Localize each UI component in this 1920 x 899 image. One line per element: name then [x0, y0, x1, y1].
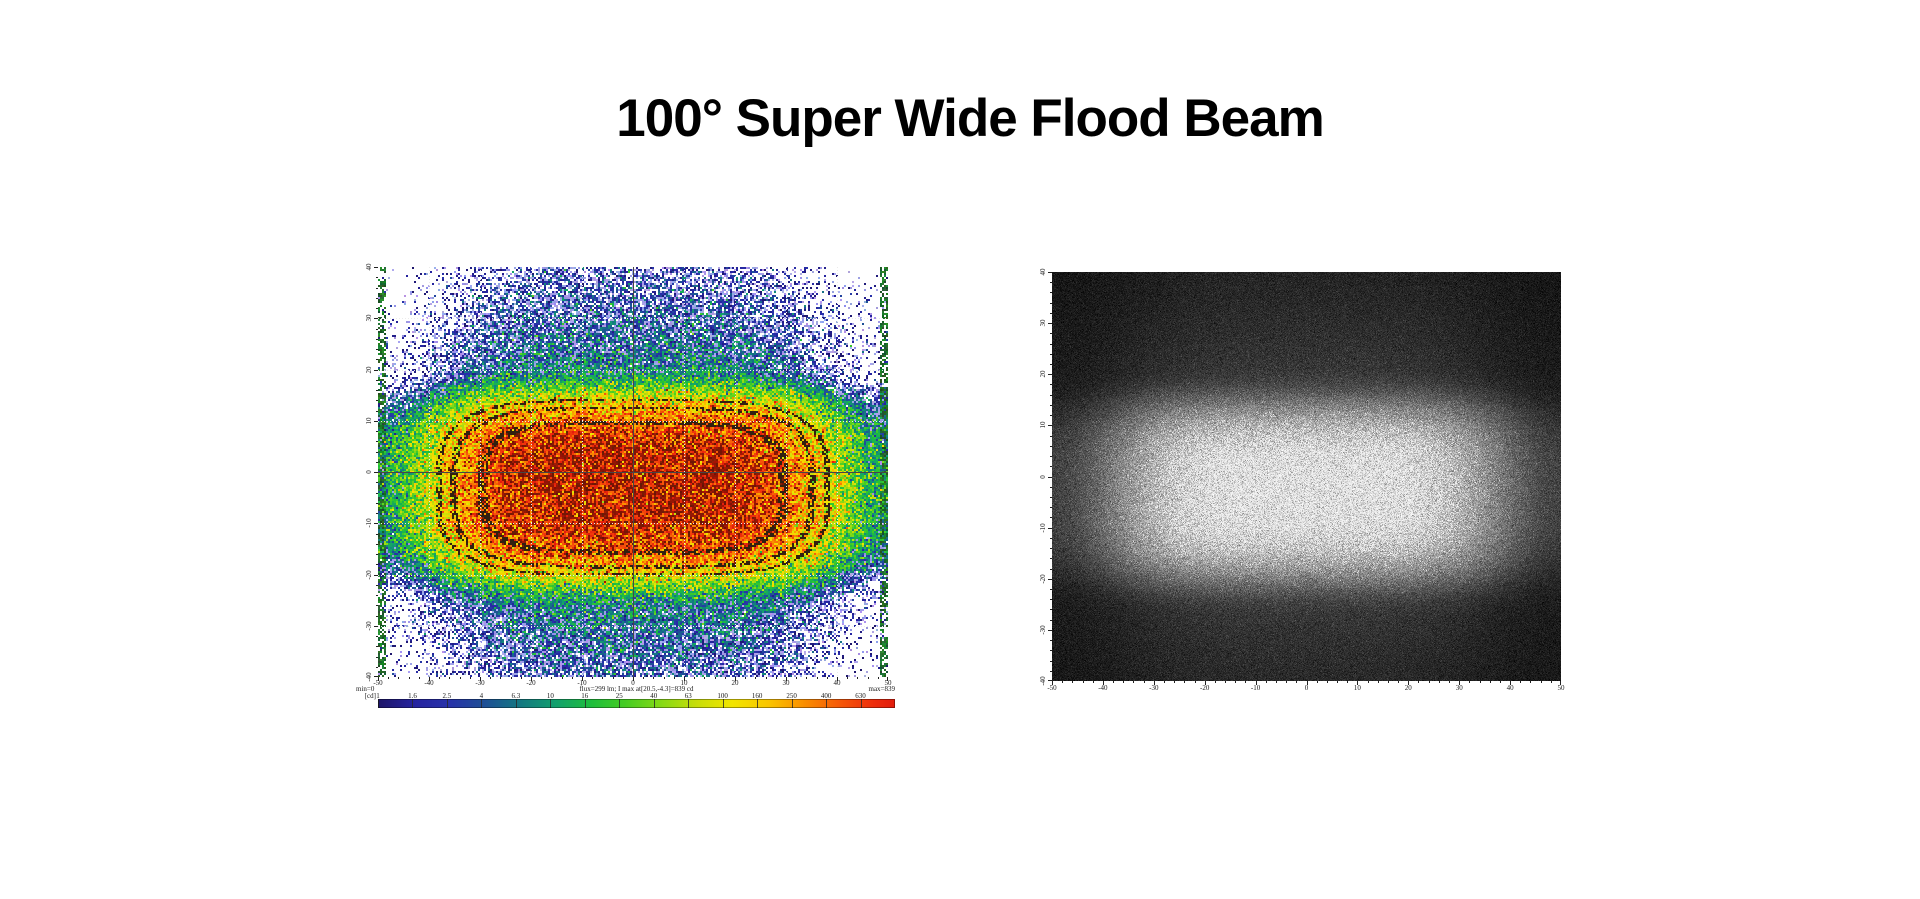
- x-tick-label: -40: [1098, 684, 1108, 692]
- y-tick-label: 40: [365, 263, 373, 271]
- colorbar-max-label: max=839: [868, 685, 896, 693]
- x-tick-label: 10: [1353, 684, 1361, 692]
- x-tick-label: 20: [1404, 684, 1412, 692]
- x-tick-label: -10: [577, 679, 587, 687]
- y-tick-label: 30: [365, 314, 373, 322]
- y-tick-label: -40: [1039, 676, 1047, 686]
- colorbar-tick-label: 25: [615, 692, 623, 700]
- y-tick-label: 0: [1039, 474, 1047, 479]
- beam-stats-annotation: flux=299 lm; I max at[20.5,-4.3]=839 cd: [579, 685, 694, 693]
- colorbar-tick-label: 16: [581, 692, 589, 700]
- colorbar-tick-label: 10: [546, 692, 554, 700]
- x-tick-label: 10: [680, 679, 688, 687]
- y-tick-label: -20: [1039, 574, 1047, 584]
- y-tick-label: -10: [365, 518, 373, 528]
- x-tick-label: 50: [884, 679, 892, 687]
- colorbar-tick-label: 160: [751, 692, 763, 700]
- y-tick-label: -30: [365, 621, 373, 631]
- colorbar-units-label: [cd]: [364, 692, 376, 700]
- colorbar-tick-label: 100: [717, 692, 728, 700]
- colorbar-tick-label: 63: [684, 692, 692, 700]
- colorbar-tick-label: 1: [376, 692, 380, 700]
- x-tick-label: -30: [475, 679, 485, 687]
- y-tick-label: 20: [1039, 370, 1047, 378]
- y-tick-label: 40: [1039, 268, 1047, 276]
- x-tick-label: -30: [1149, 684, 1159, 692]
- x-tick-label: 50: [1557, 684, 1565, 692]
- colorbar-tick-label: 630: [855, 692, 866, 700]
- x-tick-label: -50: [1047, 684, 1057, 692]
- x-tick-label: 30: [1455, 684, 1463, 692]
- x-tick-label: -20: [1200, 684, 1210, 692]
- x-tick-label: 0: [631, 679, 635, 687]
- x-tick-label: -40: [424, 679, 434, 687]
- x-tick-label: -20: [526, 679, 536, 687]
- x-tick-label: 20: [731, 679, 739, 687]
- falsecolor-beam-canvas: [372, 267, 888, 683]
- colorbar-tick-label: 1.6: [408, 692, 417, 700]
- grayscale-beam-canvas: [1046, 272, 1561, 687]
- colorbar-gradient: [378, 699, 895, 708]
- y-tick-label: -10: [1039, 522, 1047, 533]
- y-tick-label: -30: [1039, 625, 1047, 635]
- y-tick-label: 10: [365, 417, 373, 425]
- colorbar-min-label: min=0: [356, 685, 375, 693]
- x-tick-label: -10: [1250, 684, 1261, 692]
- y-tick-label: 0: [365, 470, 373, 474]
- x-tick-label: 40: [833, 679, 841, 687]
- y-tick-label: -20: [365, 569, 373, 580]
- colorbar-tick-label: 6.3: [511, 692, 521, 700]
- x-tick-label: 40: [1506, 684, 1514, 692]
- colorbar-tick-label: 40: [650, 692, 658, 700]
- y-tick-label: 10: [1039, 421, 1047, 429]
- y-tick-label: 30: [1039, 319, 1047, 327]
- colorbar-tick-label: 250: [786, 692, 797, 700]
- x-tick-label: -50: [373, 679, 383, 687]
- y-tick-label: 20: [365, 366, 373, 373]
- page-title: 100° Super Wide Flood Beam: [616, 89, 1324, 148]
- colorbar-tick-label: 2.5: [442, 692, 452, 700]
- colorbar-tick-label: 4: [479, 692, 484, 700]
- x-tick-label: 0: [1304, 684, 1309, 692]
- y-tick-label: -40: [365, 672, 373, 682]
- colorbar-tick-label: 400: [820, 692, 832, 700]
- x-tick-label: 30: [782, 679, 790, 687]
